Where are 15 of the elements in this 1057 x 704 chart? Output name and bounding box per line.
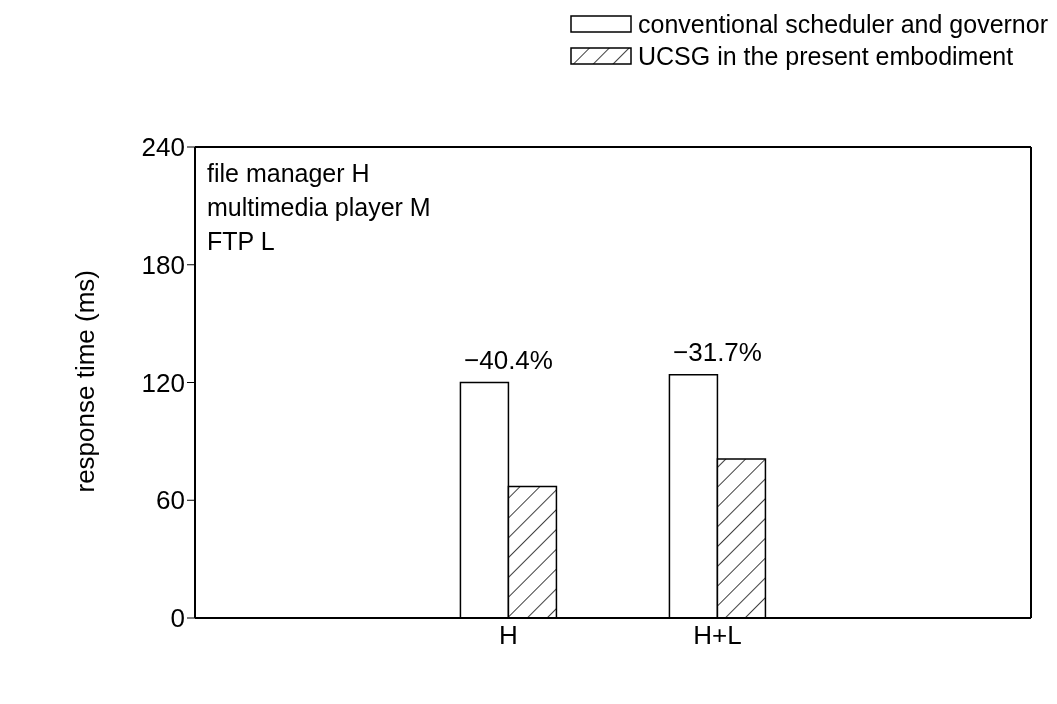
annotation: −40.4% xyxy=(464,344,553,375)
y-axis-title: response time (ms) xyxy=(70,270,101,493)
y-tick-label: 120 xyxy=(141,367,185,398)
y-tick-label: 240 xyxy=(141,132,185,163)
annotation: multimedia player M xyxy=(207,192,431,223)
legend-label: conventional scheduler and governor xyxy=(638,9,1048,40)
y-tick-label: 180 xyxy=(141,249,185,280)
y-tick-label: 0 xyxy=(170,603,185,634)
legend-label: UCSG in the present embodiment xyxy=(638,41,1014,72)
x-tick-label: H+L xyxy=(693,620,742,651)
annotation: FTP L xyxy=(207,226,276,257)
x-tick-label: H xyxy=(499,620,518,651)
y-tick-label: 60 xyxy=(156,485,185,516)
annotation: −31.7% xyxy=(673,336,762,367)
annotation: file manager H xyxy=(207,158,371,189)
